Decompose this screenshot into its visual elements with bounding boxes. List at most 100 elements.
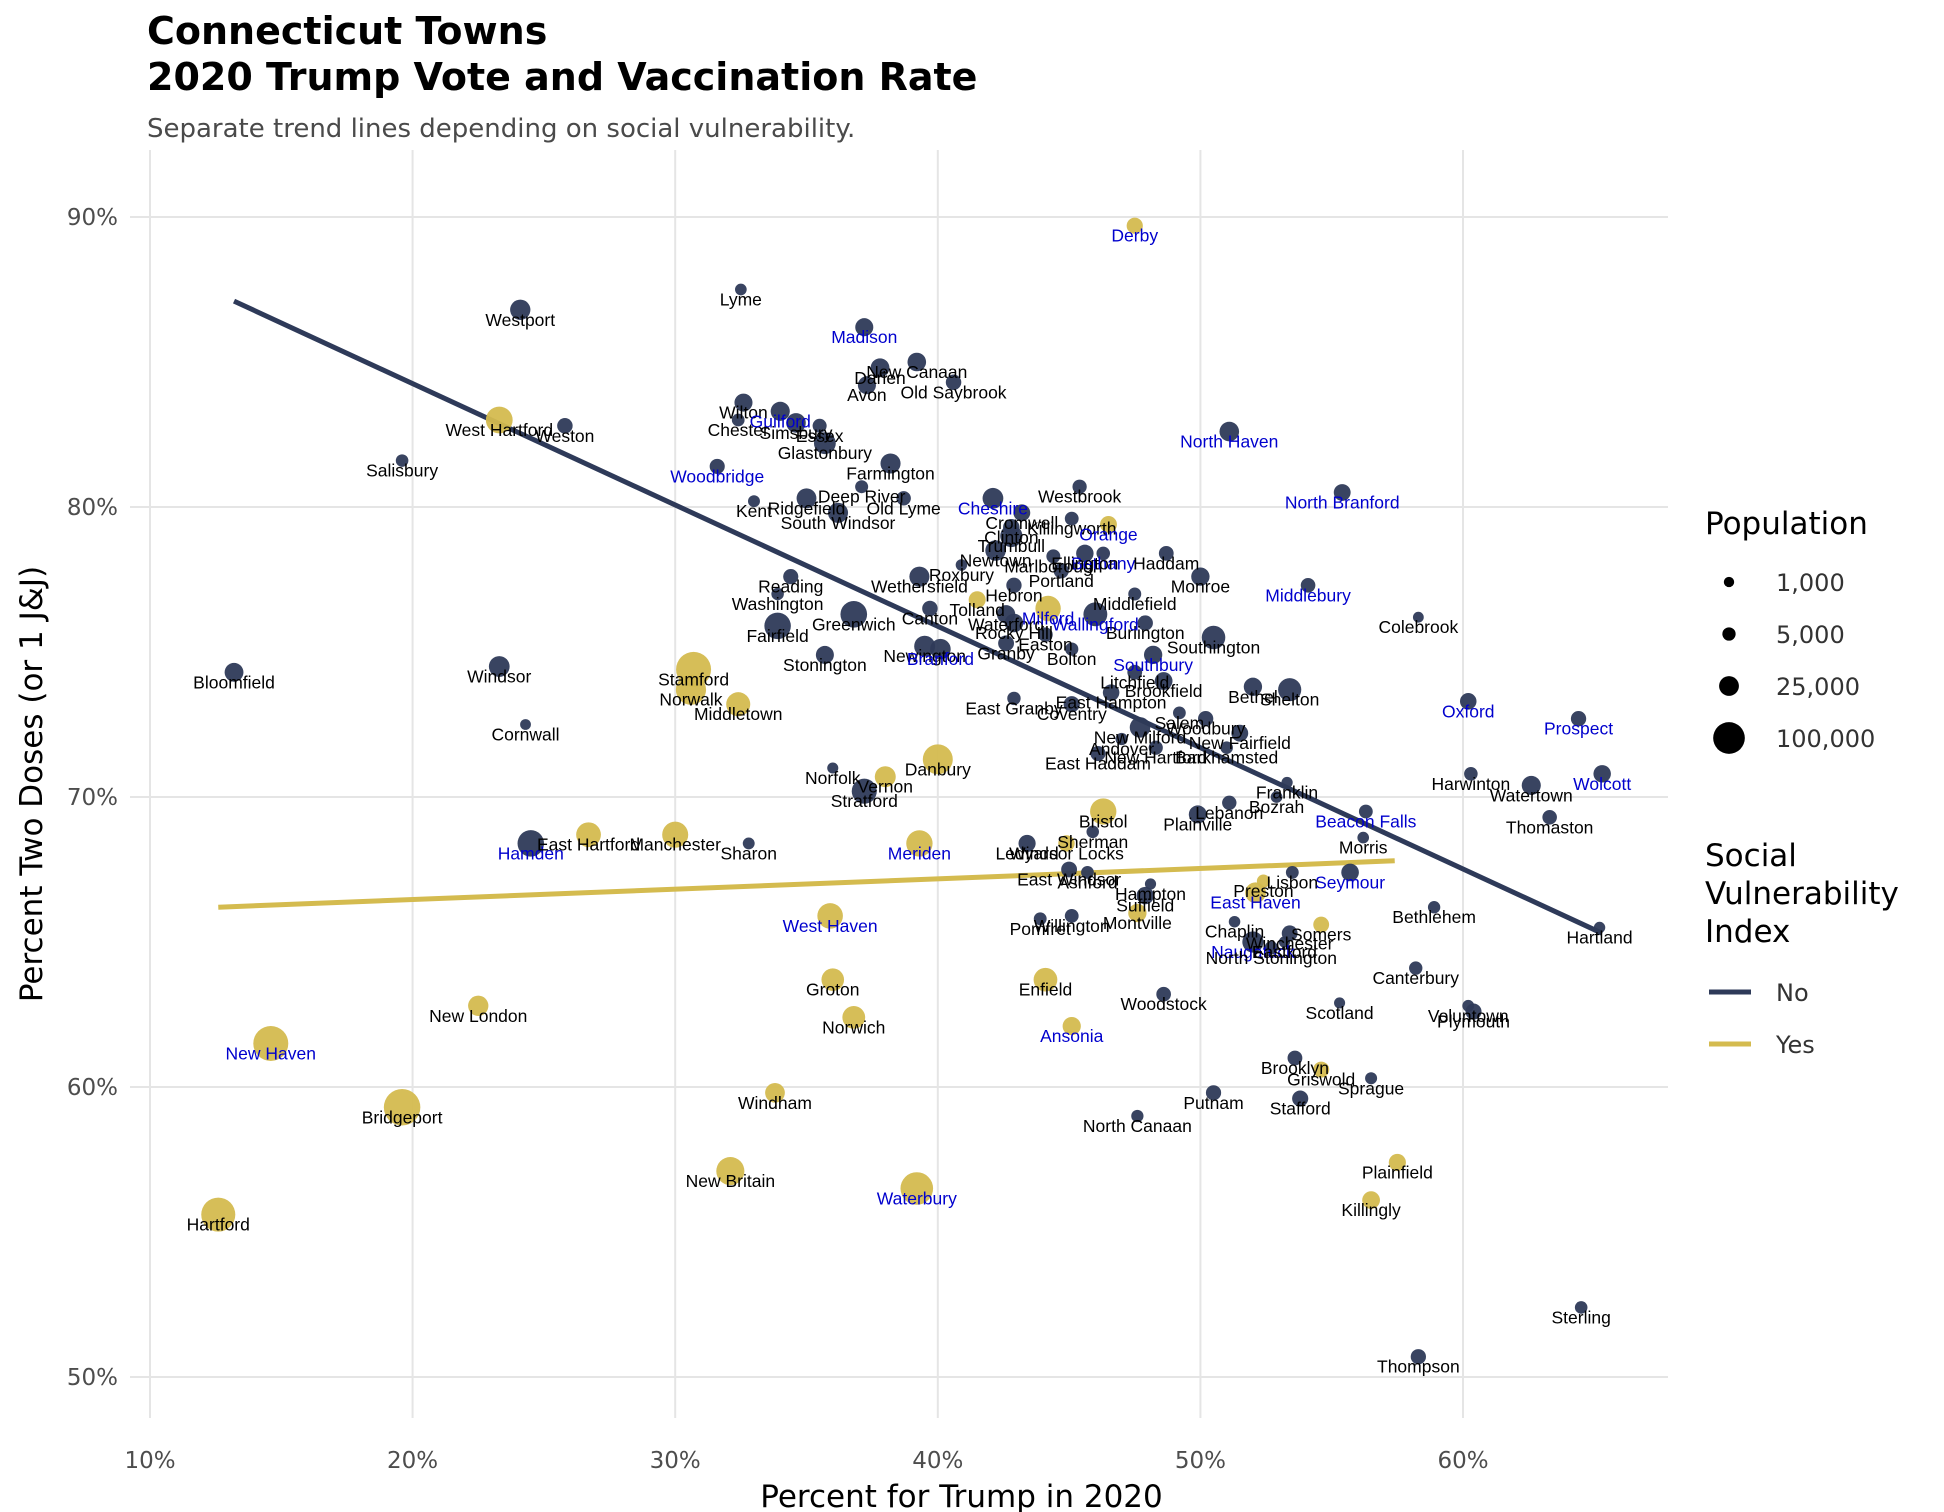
town-label: Old Lyme: [867, 498, 941, 518]
point-new-canaan: [907, 352, 927, 372]
town-label: Harwinton: [1431, 774, 1510, 794]
point-south-windsor: [827, 502, 849, 523]
town-label: Middlefield: [1093, 594, 1177, 614]
point-montville: [1128, 903, 1147, 923]
legend-color-label: Yes: [1775, 1031, 1815, 1059]
point-chaplin: [1228, 915, 1241, 928]
point-beacon-falls: [1358, 804, 1373, 819]
town-label: Canterbury: [1372, 968, 1459, 988]
y-tick-label: 70%: [67, 785, 118, 811]
town-label: Chaplin: [1205, 922, 1264, 942]
point-darien: [870, 358, 890, 378]
point-bozrah: [1270, 791, 1283, 803]
chart-subtitle: Separate trend lines depending on social…: [147, 114, 856, 144]
town-label: Brooklyn: [1261, 1058, 1329, 1078]
town-label: Salisbury: [366, 461, 438, 481]
y-axis-title: Percent Two Doses (or 1 J&J): [14, 566, 50, 1002]
point-greenwich: [840, 600, 868, 628]
town-label: Manchester: [629, 835, 721, 855]
point-bolton: [1065, 642, 1079, 656]
chart-title-line2: 2020 Trump Vote and Vaccination Rate: [147, 55, 978, 99]
town-label: Cheshire: [958, 498, 1028, 518]
town-label: Naugatuck: [1211, 942, 1295, 962]
point-hamden: [517, 830, 545, 857]
town-label: Cornwall: [491, 725, 559, 745]
point-essex: [812, 418, 827, 433]
town-label: Sprague: [1338, 1078, 1404, 1098]
point-hartland: [1593, 921, 1606, 934]
town-label: Greenwich: [812, 614, 896, 634]
town-label: New Hartford: [1104, 748, 1207, 768]
point-prospect: [1570, 711, 1587, 727]
legend-size-title: Population: [1705, 506, 1868, 542]
town-label: Branford: [907, 649, 974, 669]
point-brooklyn: [1287, 1050, 1303, 1066]
point-north-branford: [1333, 484, 1351, 501]
trend-line-yes: [218, 858, 1395, 910]
town-label: Brookfield: [1125, 681, 1203, 701]
town-label: West Hartford: [445, 420, 553, 440]
point-lyme: [735, 283, 747, 296]
point-plainfield: [1388, 1153, 1406, 1171]
town-label: North Canaan: [1083, 1116, 1192, 1136]
town-label: Wethersfield: [871, 577, 968, 597]
town-label: Ridgefield: [768, 498, 846, 518]
town-label: Stonington: [783, 655, 867, 675]
town-label: Hartford: [187, 1215, 250, 1235]
point-wethersfield: [909, 566, 930, 587]
point-salisbury: [395, 454, 409, 467]
town-label: East Haven: [1210, 893, 1300, 913]
town-label: Newtown: [960, 551, 1032, 571]
point-avon: [857, 376, 876, 395]
point-vernon: [874, 766, 896, 788]
town-label: Hebron: [985, 585, 1042, 605]
town-label: Lyme: [720, 290, 762, 310]
point-watertown: [1521, 775, 1541, 795]
town-label: Darien: [854, 368, 906, 388]
point-portland: [1053, 563, 1069, 579]
point-glastonbury: [813, 432, 836, 455]
legend-size-swatch: [1722, 627, 1736, 641]
point-norwalk: [675, 674, 707, 705]
town-label: Griswold: [1287, 1070, 1355, 1090]
point-griswold: [1313, 1061, 1330, 1078]
town-label: New Haven: [226, 1044, 316, 1064]
town-label: Easton: [1018, 635, 1072, 655]
point-fairfield: [764, 612, 791, 640]
town-label: Willington: [1034, 916, 1110, 936]
legend-color-title: Social: [1705, 838, 1797, 874]
point-bridgeport: [383, 1089, 421, 1126]
point-ridgefield: [796, 488, 817, 509]
point-killingly: [1362, 1191, 1380, 1209]
point-new-fairfield: [1231, 724, 1249, 742]
point-north-stonington: [1264, 941, 1279, 955]
town-label: Ashford: [1057, 872, 1117, 892]
point-woodbridge: [709, 458, 725, 474]
point-north-haven: [1219, 421, 1240, 442]
x-axis-title: Percent for Trump in 2020: [760, 1479, 1163, 1512]
town-label: Barkhamsted: [1175, 748, 1278, 768]
town-label: Guilford: [750, 411, 811, 431]
town-label: Plymouth: [1437, 1012, 1510, 1032]
trend-lines: [218, 298, 1604, 936]
point-monroe: [1191, 567, 1210, 586]
town-label: North Branford: [1285, 493, 1400, 513]
town-label: Oxford: [1442, 701, 1495, 721]
point-old-lyme: [896, 491, 911, 506]
point-guilford: [770, 401, 790, 421]
point-lebanon: [1222, 795, 1237, 810]
town-label: Middlebury: [1265, 585, 1351, 605]
town-label: Granby: [977, 643, 1035, 663]
x-tick-label: 10%: [124, 1448, 175, 1474]
point-thomaston: [1542, 810, 1557, 825]
town-label: Chester: [708, 420, 769, 440]
town-label: Waterford: [968, 614, 1044, 634]
town-label: Suffield: [1116, 896, 1174, 916]
point-derby: [1126, 217, 1143, 234]
town-label: Danbury: [905, 759, 971, 779]
point-chester: [731, 413, 745, 427]
point-hebron: [1006, 577, 1022, 593]
point-woodstock: [1156, 986, 1171, 1002]
point-sprague: [1365, 1072, 1378, 1085]
